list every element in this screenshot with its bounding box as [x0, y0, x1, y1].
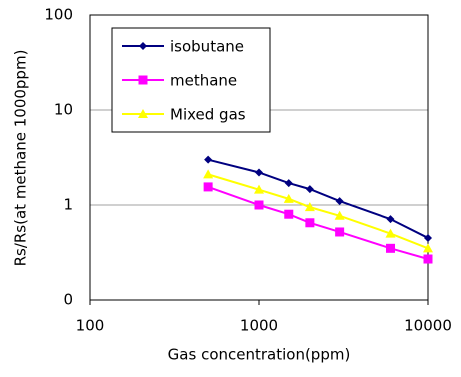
legend-label: methane: [170, 72, 237, 90]
y-axis-label: Rs/Rs(at methane 1000ppm): [12, 50, 30, 267]
plot-frame: [89, 14, 429, 301]
x-tick-label: 100: [76, 317, 105, 335]
y-tick-label: 10: [54, 101, 73, 119]
marker: [203, 182, 213, 192]
y-tick-label: 0: [63, 291, 73, 309]
marker: [139, 42, 147, 50]
marker: [254, 184, 264, 194]
marker: [304, 202, 315, 212]
marker: [305, 218, 315, 228]
y-tick-label: 1: [63, 196, 73, 214]
x-tick-label: 10000: [404, 317, 452, 335]
marker: [335, 227, 345, 237]
marker: [254, 200, 264, 210]
marker: [424, 233, 432, 242]
x-axis-label: Gas concentration(ppm): [168, 346, 351, 364]
marker: [334, 210, 345, 220]
marker: [386, 215, 395, 224]
marker: [204, 155, 213, 164]
marker: [138, 109, 148, 118]
marker: [335, 197, 344, 206]
marker: [255, 168, 263, 177]
x-tick-label: 1000: [240, 317, 278, 335]
series-line: [207, 185, 429, 260]
marker: [284, 209, 294, 219]
legend-label: Mixed gas: [170, 106, 246, 124]
marker: [385, 228, 396, 238]
marker: [386, 243, 396, 253]
legend: isobutane methane Mixed gas: [111, 27, 271, 133]
marker: [284, 179, 293, 188]
marker: [423, 254, 433, 264]
y-tick-label: 100: [44, 6, 73, 24]
marker: [203, 169, 214, 179]
legend-label: isobutane: [170, 38, 244, 56]
marker: [283, 193, 294, 203]
marker: [305, 185, 314, 194]
marker: [423, 243, 433, 253]
marker: [138, 75, 148, 85]
